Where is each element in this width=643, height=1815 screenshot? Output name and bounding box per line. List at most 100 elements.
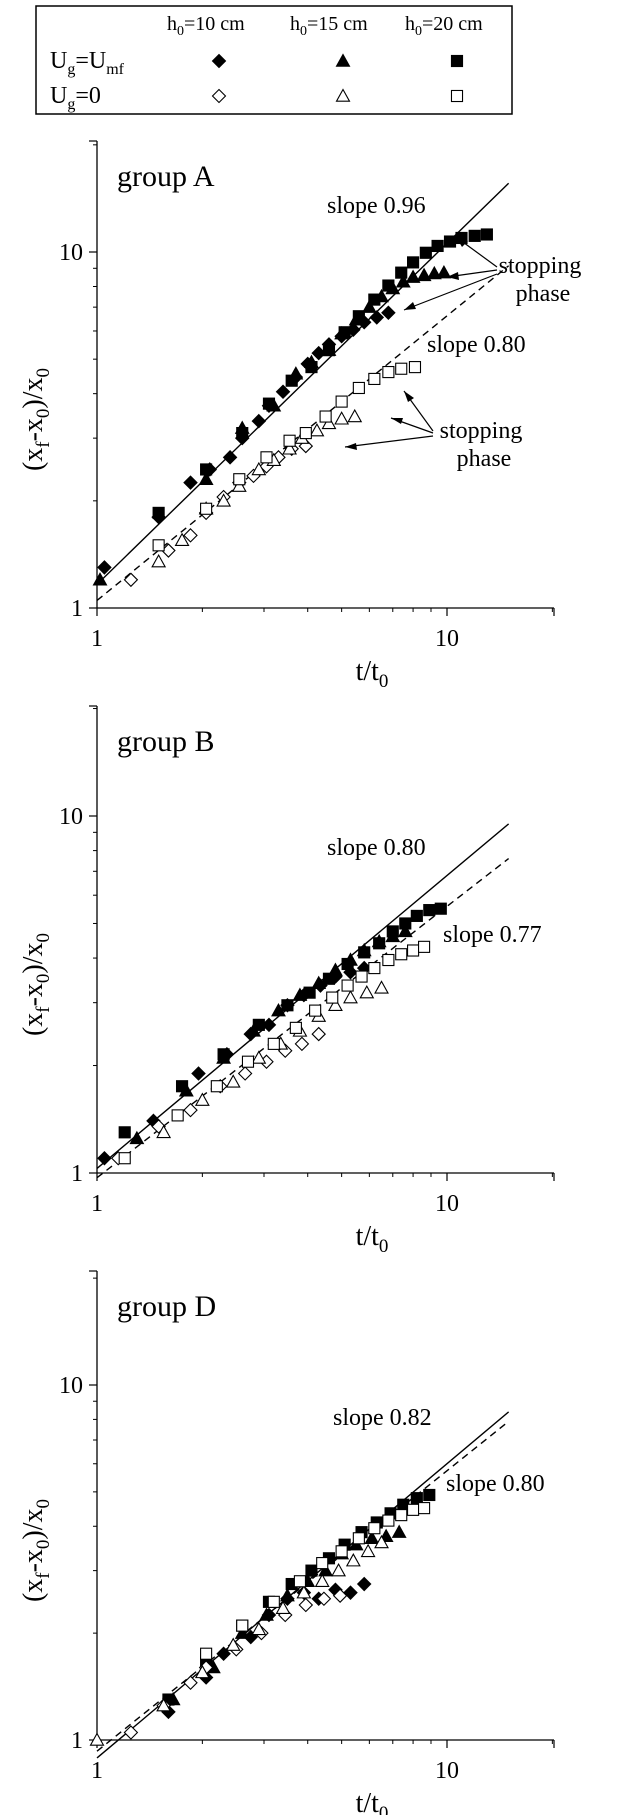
- point-square-open: [382, 953, 395, 967]
- point-square-filled: [423, 904, 436, 917]
- legend-row-zero: Ug=0: [50, 83, 101, 113]
- point-square-filled: [303, 986, 316, 999]
- legend-marker-triangle-filled: [335, 53, 351, 67]
- y-axis-label-part: -x: [18, 983, 49, 1006]
- point-diamond-open: [183, 1102, 198, 1118]
- point-square-open: [382, 365, 395, 379]
- point-diamond-filled: [97, 1150, 112, 1166]
- point-square-filled: [338, 326, 351, 339]
- legend-marker-diamond-filled: [211, 53, 227, 69]
- legend-header-10cm-rest: =10 cm: [184, 13, 245, 35]
- point-diamond-open: [298, 1597, 314, 1613]
- point-square-open: [326, 991, 339, 1004]
- point-triangle-filled: [391, 1524, 407, 1538]
- point-square-open: [368, 372, 381, 386]
- legend-frame: [35, 5, 513, 115]
- point-triangle-filled: [259, 1607, 274, 1621]
- y-axis-label-part: (x: [18, 1013, 49, 1036]
- point-square-open: [118, 1152, 131, 1165]
- point-diamond-filled: [222, 450, 238, 465]
- point-square-open: [408, 361, 422, 374]
- y-axis-label: (xf-x0)/x0: [18, 1499, 54, 1602]
- point-triangle-filled: [198, 471, 214, 485]
- point-triangle-filled: [436, 265, 452, 279]
- point-triangle-open: [374, 980, 389, 994]
- point-square-filled: [410, 1492, 423, 1505]
- point-square-open: [152, 539, 165, 552]
- legend-row-umf-sub2: mf: [106, 61, 124, 78]
- point-diamond-filled: [275, 384, 291, 400]
- y-axis-label-part: -x: [18, 418, 49, 441]
- point-square-open: [335, 1545, 348, 1558]
- slope-label: slope 0.80: [427, 332, 526, 358]
- y-tick-label: 10: [59, 804, 83, 830]
- legend-header-10cm-base: h: [167, 13, 177, 35]
- legend-row-umf-sub: g: [67, 61, 75, 78]
- point-triangle-open: [231, 478, 247, 492]
- legend-row-zero-sub: g: [67, 96, 75, 113]
- point-square-filled: [468, 229, 481, 242]
- point-diamond-open: [123, 1725, 139, 1740]
- arrowhead-3: [404, 302, 416, 310]
- point-square-open: [267, 1037, 280, 1050]
- y-axis-label-part: f: [33, 441, 54, 448]
- y-axis-label-part: 0: [33, 368, 54, 378]
- point-diamond-open: [294, 1036, 310, 1052]
- point-square-open: [309, 1004, 322, 1017]
- point-triangle-filled: [311, 975, 327, 990]
- point-triangle-open: [360, 1543, 376, 1558]
- point-triangle-filled: [129, 1130, 145, 1145]
- point-triangle-open: [374, 1534, 389, 1549]
- point-square-open: [417, 940, 431, 953]
- annotation-stopping-phase-1: stopping phase: [499, 253, 588, 307]
- legend-header-15cm: h0=15 cm: [290, 13, 368, 39]
- point-square-open: [335, 395, 348, 408]
- point-square-open: [200, 1647, 213, 1660]
- point-square-open: [341, 979, 354, 992]
- legend-header-15cm-sub: 0: [300, 24, 307, 39]
- point-square-filled: [373, 937, 386, 950]
- point-square-open: [395, 362, 408, 375]
- x-tick-label: 10: [435, 626, 459, 652]
- point-diamond-open: [123, 572, 139, 588]
- point-square-open: [355, 970, 368, 983]
- point-diamond-open: [183, 528, 198, 543]
- point-triangle-open: [174, 532, 190, 546]
- point-square-open: [407, 944, 420, 957]
- y-axis-label-part: f: [33, 1572, 54, 1579]
- y-axis-label-part: f: [33, 1006, 54, 1013]
- point-triangle-open: [331, 1562, 347, 1577]
- y-axis-label-part: 0: [33, 974, 54, 984]
- point-triangle-open: [251, 1621, 267, 1636]
- point-square-filled: [382, 279, 395, 292]
- legend-header-20cm-base: h: [405, 13, 415, 35]
- point-square-filled: [322, 972, 336, 985]
- y-tick-label: 10: [59, 240, 83, 266]
- arrowhead-2: [447, 272, 459, 280]
- point-square-open: [368, 961, 381, 975]
- point-triangle-open: [334, 411, 350, 425]
- legend-marker-square-open: [450, 89, 464, 103]
- legend-header-10cm-sub: 0: [177, 24, 184, 39]
- annotation-stopping-phase-2: stopping phase: [440, 418, 529, 472]
- point-diamond-filled: [251, 413, 267, 429]
- point-triangle-open: [225, 1637, 241, 1651]
- point-triangle-open: [359, 985, 375, 999]
- point-square-open: [293, 1575, 306, 1588]
- slope-label: slope 0.96: [327, 193, 426, 219]
- legend: h0=10 cm h0=15 cm h0=20 cm Ug=Umf Ug=0: [35, 5, 513, 115]
- point-triangle-filled: [92, 572, 108, 586]
- arrowhead-1: [456, 237, 468, 247]
- point-square-filled: [285, 374, 298, 387]
- x-axis-label: t/t0: [356, 1788, 389, 1815]
- point-square-filled: [175, 1080, 189, 1093]
- legend-header-15cm-base: h: [290, 13, 300, 35]
- annotation-stopping-phase-1-line2: phase: [516, 281, 571, 307]
- point-square-filled: [252, 1018, 265, 1031]
- point-diamond-open: [316, 1591, 332, 1607]
- point-triangle-open: [194, 1092, 210, 1106]
- point-square-open: [352, 381, 365, 395]
